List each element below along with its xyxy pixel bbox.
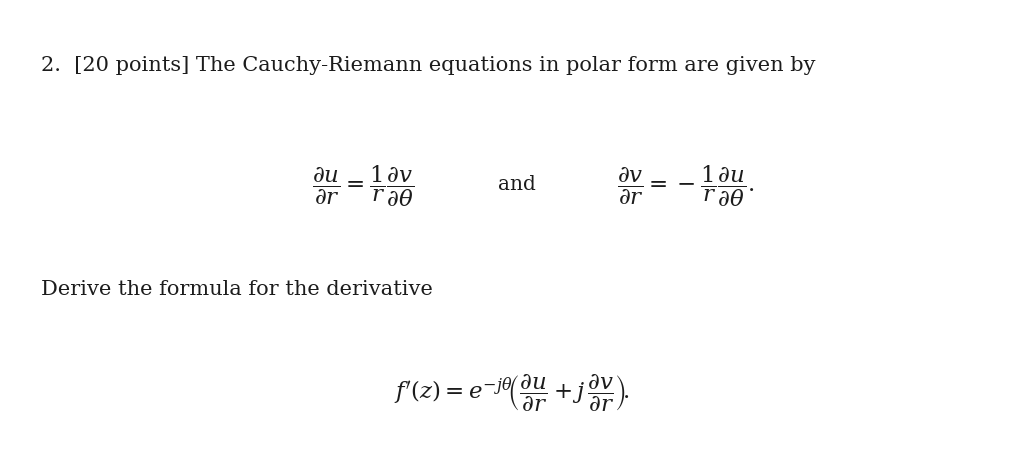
Text: and: and	[499, 175, 536, 193]
Text: Derive the formula for the derivative: Derive the formula for the derivative	[41, 280, 433, 299]
Text: $f'(z) = e^{-j\theta}\!\left(\dfrac{\partial u}{\partial r} + j\,\dfrac{\partial: $f'(z) = e^{-j\theta}\!\left(\dfrac{\par…	[394, 373, 630, 414]
Text: 2.  [20 points] The Cauchy-Riemann equations in polar form are given by: 2. [20 points] The Cauchy-Riemann equati…	[41, 56, 815, 75]
Text: $\dfrac{\partial u}{\partial r} = \dfrac{1}{r}\dfrac{\partial v}{\partial \theta: $\dfrac{\partial u}{\partial r} = \dfrac…	[312, 164, 415, 209]
Text: $\dfrac{\partial v}{\partial r} = -\dfrac{1}{r}\dfrac{\partial u}{\partial \thet: $\dfrac{\partial v}{\partial r} = -\dfra…	[617, 164, 755, 209]
